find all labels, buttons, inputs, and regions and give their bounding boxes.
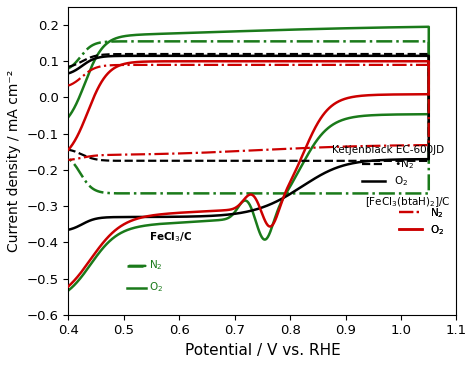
Text: [FeCl$_3$(btaH)$_2$]/C: [FeCl$_3$(btaH)$_2$]/C (365, 196, 451, 210)
Text: O$_2$: O$_2$ (149, 280, 163, 294)
X-axis label: Potential / V vs. RHE: Potential / V vs. RHE (184, 343, 340, 358)
Text: FeCl$_3$/C: FeCl$_3$/C (149, 231, 192, 244)
Y-axis label: Current density / mA cm⁻²: Current density / mA cm⁻² (7, 70, 21, 252)
Legend: N$_2$, O$_2$: N$_2$, O$_2$ (396, 203, 447, 240)
Text: N$_2$: N$_2$ (149, 258, 163, 272)
